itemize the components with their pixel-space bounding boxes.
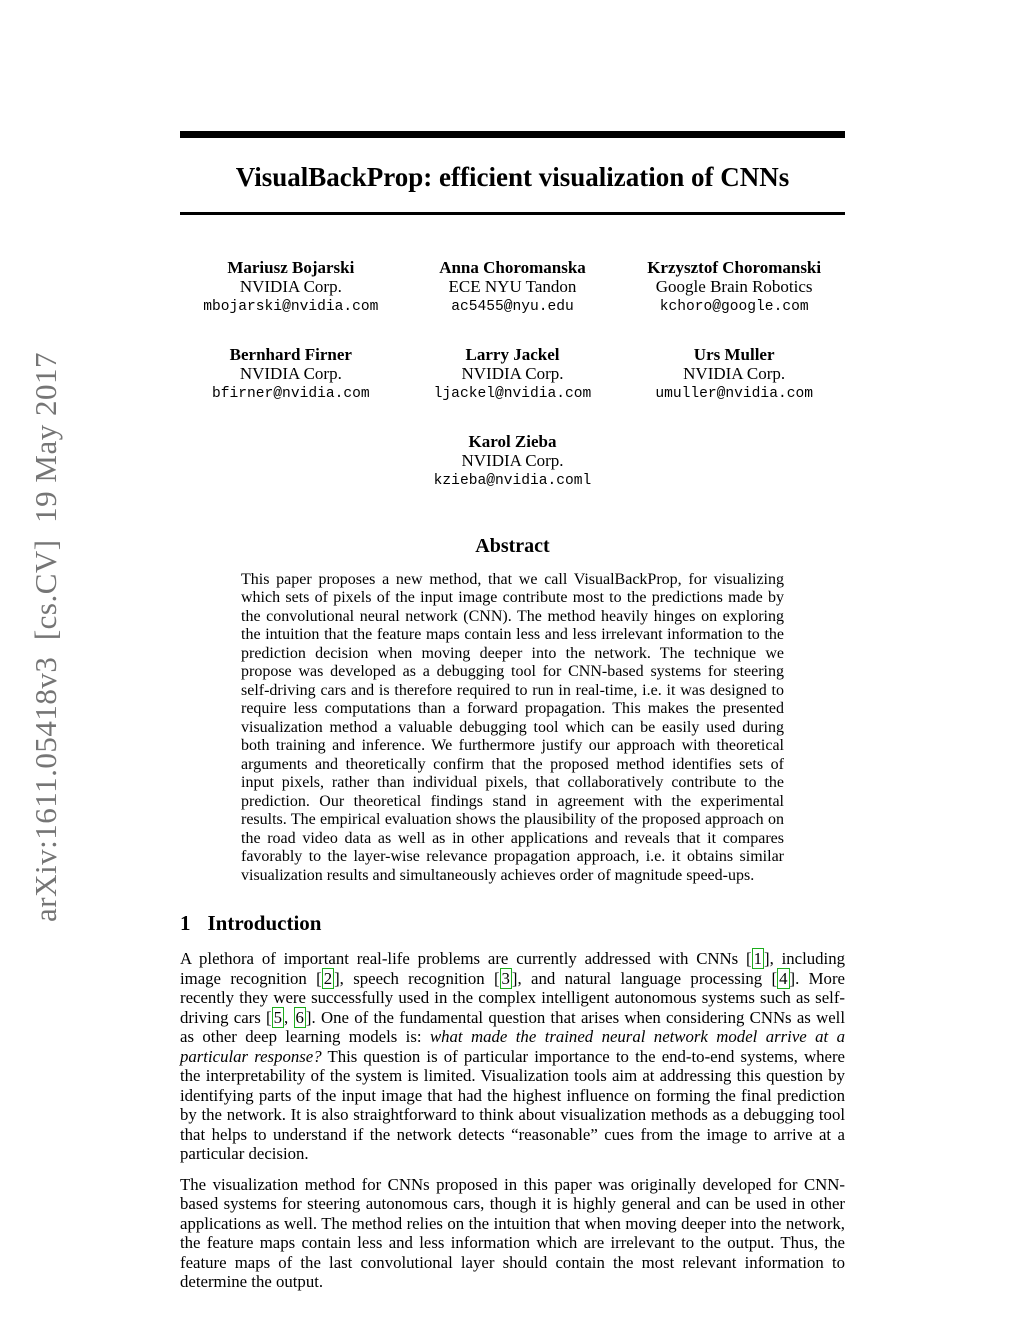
author-affiliation: Google Brain Robotics — [655, 276, 813, 296]
section-heading-introduction: 1 Introduction — [180, 911, 845, 936]
paper-content: VisualBackProp: efficient visualization … — [180, 0, 845, 1292]
citation-link[interactable]: 6 — [293, 1006, 306, 1028]
author-block: Urs Muller NVIDIA Corp. umuller@nvidia.c… — [623, 344, 845, 403]
introduction-paragraph-2: The visualization method for CNNs propos… — [180, 1174, 845, 1292]
introduction-paragraph-1: A plethora of important real-life proble… — [180, 948, 846, 1164]
author-email: kchoro@google.com — [659, 298, 809, 315]
author-affiliation: NVIDIA Corp. — [239, 276, 342, 296]
citation-link[interactable]: 3 — [499, 967, 512, 989]
text-run: A plethora of important real-life proble… — [180, 949, 752, 969]
text-run: ]. More recently they were successfully … — [180, 968, 845, 1027]
abstract-text: This paper proposes a new method, that w… — [241, 570, 784, 884]
author-email: bfirner@nvidia.com — [212, 385, 370, 402]
author-block: Bernhard Firner NVIDIA Corp. bfirner@nvi… — [180, 344, 402, 403]
author-name: Urs Muller — [693, 344, 775, 364]
author-block: Anna Choromanska ECE NYU Tandon ac5455@n… — [402, 257, 624, 316]
section-title: Introduction — [207, 911, 322, 936]
author-email: ljackel@nvidia.com — [433, 385, 592, 402]
author-email: mbojarski@nvidia.com — [203, 298, 379, 315]
text-run: ], speech recognition [ — [334, 968, 500, 988]
author-name: Mariusz Bojarski — [227, 257, 355, 277]
text-run: ], and natural language processing [ — [511, 968, 778, 988]
author-affiliation: ECE NYU Tandon — [448, 276, 577, 296]
author-email: kzieba@nvidia.coml — [433, 472, 592, 489]
italic-text: what made the trained neural network mod… — [180, 1027, 846, 1066]
author-name: Krzysztof Choromanski — [647, 257, 822, 277]
title-rule — [180, 212, 845, 215]
author-block: Larry Jackel NVIDIA Corp. ljackel@nvidia… — [402, 344, 624, 403]
author-affiliation: NVIDIA Corp. — [461, 450, 564, 470]
author-email: umuller@nvidia.com — [655, 385, 813, 402]
top-rule — [180, 131, 845, 138]
author-name: Larry Jackel — [465, 344, 560, 364]
abstract-heading: Abstract — [475, 534, 550, 557]
citation-link[interactable]: 2 — [321, 967, 335, 989]
author-name: Bernhard Firner — [229, 344, 352, 364]
arxiv-watermark: arXiv:1611.05418v3 [cs.CV] 19 May 2017 — [28, 352, 63, 922]
author-block: Karol Zieba NVIDIA Corp. kzieba@nvidia.c… — [402, 431, 624, 490]
section-number: 1 — [180, 911, 191, 936]
author-block: Mariusz Bojarski NVIDIA Corp. mbojarski@… — [180, 257, 402, 316]
citation-link[interactable]: 5 — [271, 1006, 285, 1028]
text-run: This question is of particular importanc… — [180, 1046, 845, 1164]
author-grid: Mariusz Bojarski NVIDIA Corp. mbojarski@… — [180, 257, 845, 490]
author-affiliation: NVIDIA Corp. — [239, 363, 342, 383]
citation-link[interactable]: 1 — [751, 948, 764, 970]
citation-link[interactable]: 4 — [777, 967, 790, 989]
author-email: ac5455@nyu.edu — [451, 298, 574, 315]
text-run: , — [284, 1007, 294, 1027]
author-affiliation: NVIDIA Corp. — [683, 363, 786, 383]
author-block: Krzysztof Choromanski Google Brain Robot… — [623, 257, 845, 316]
author-name: Anna Choromanska — [439, 257, 586, 277]
paper-title: VisualBackProp: efficient visualization … — [235, 162, 790, 192]
author-name: Karol Zieba — [468, 431, 557, 451]
author-affiliation: NVIDIA Corp. — [461, 363, 564, 383]
text-run: ], including image recognition [ — [180, 949, 845, 988]
text-run: ]. One of the fundamental question that … — [180, 1007, 846, 1047]
